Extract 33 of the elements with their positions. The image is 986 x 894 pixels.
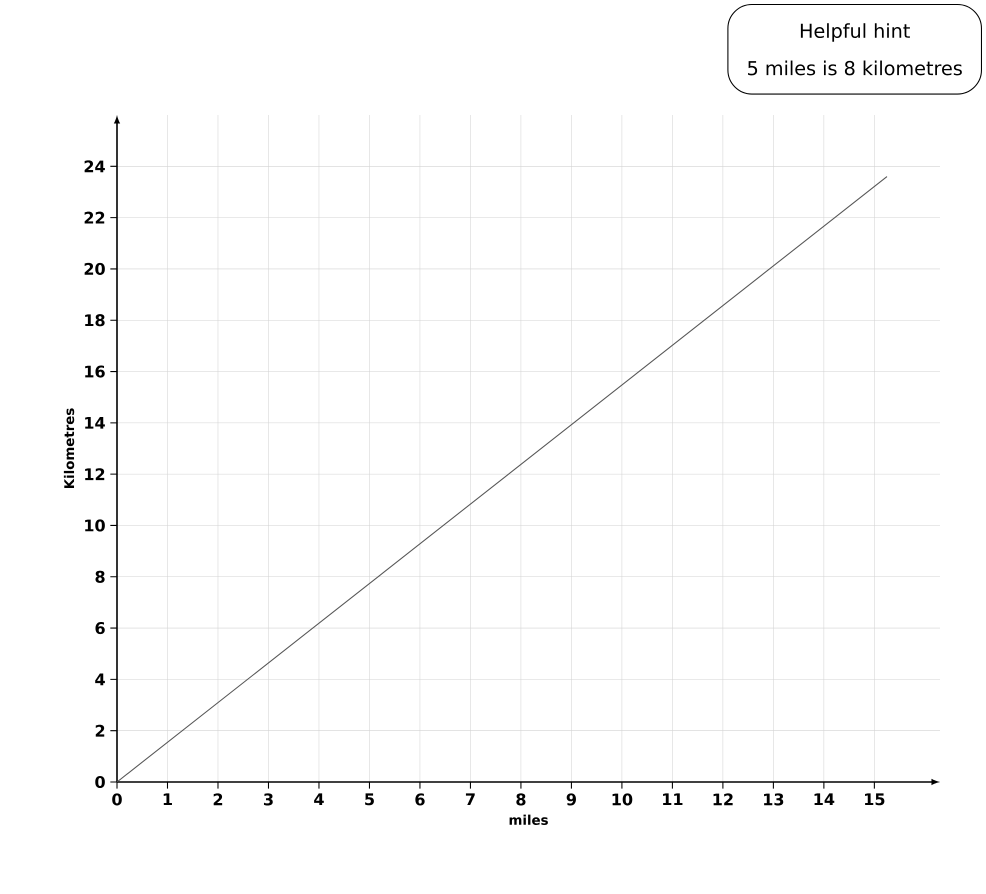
x-tick-label: 5 (365, 793, 374, 806)
y-tick-label: 24 (84, 160, 105, 172)
text: Helpful hint (800, 23, 910, 42)
text: 5 miles is 8 kilometres (748, 60, 962, 76)
x-tick-label: 2 (214, 793, 222, 806)
x-tick-label: 7 (466, 793, 475, 806)
x-tick-label: 8 (516, 793, 526, 806)
x-tick-label: 9 (566, 793, 576, 806)
x-tick-label: 14 (814, 793, 834, 806)
x-tick-label: 13 (764, 793, 784, 806)
x-tick-label: 4 (314, 793, 324, 806)
x-tick-label: 1 (164, 793, 172, 806)
y-tick-label: 14 (85, 417, 105, 429)
y-axis-title: Kilometres (64, 408, 74, 488)
y-tick-label: 22 (84, 212, 104, 224)
x-axis-title: miles (510, 814, 548, 825)
y-tick-label: 20 (84, 262, 105, 275)
x-tick-label: 6 (415, 793, 425, 806)
y-tick-label: 12 (85, 468, 104, 480)
y-tick-label: 0 (95, 776, 105, 788)
y-tick-label: 2 (96, 724, 104, 737)
x-tick-label: 3 (264, 793, 273, 806)
x-tick-label: 10 (612, 793, 632, 806)
y-tick-label: 16 (85, 366, 105, 378)
y-tick-label: 4 (95, 674, 105, 686)
y-tick-label: 18 (85, 314, 105, 326)
x-tick-label: 0 (112, 793, 122, 806)
x-tick-label: 15 (865, 793, 884, 806)
x-tick-label: 12 (714, 793, 733, 806)
y-tick-label: 6 (95, 622, 105, 634)
x-tick-label: 11 (663, 793, 682, 806)
y-tick-label: 8 (95, 570, 105, 583)
y-tick-label: 10 (85, 519, 105, 532)
